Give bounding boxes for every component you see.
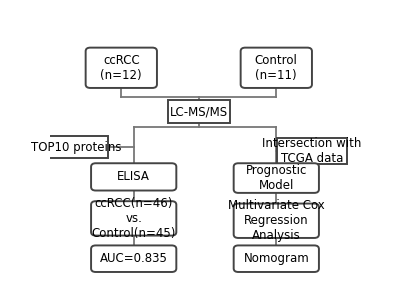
FancyBboxPatch shape — [91, 245, 176, 272]
Text: ccRCC
(n=12): ccRCC (n=12) — [100, 54, 142, 82]
Text: ccRCC(n=46)
vs.
Control(n=45): ccRCC(n=46) vs. Control(n=45) — [92, 197, 176, 240]
FancyBboxPatch shape — [168, 100, 230, 123]
Text: AUC=0.835: AUC=0.835 — [100, 252, 168, 265]
FancyBboxPatch shape — [234, 204, 319, 238]
Text: TOP10 proteins: TOP10 proteins — [31, 141, 122, 154]
FancyBboxPatch shape — [234, 163, 319, 193]
Text: Control
(n=11): Control (n=11) — [255, 54, 298, 82]
Text: Multivariate Cox
Regression
Analysis: Multivariate Cox Regression Analysis — [228, 199, 325, 242]
FancyBboxPatch shape — [44, 136, 108, 158]
Text: Nomogram: Nomogram — [244, 252, 309, 265]
FancyBboxPatch shape — [91, 163, 176, 191]
FancyBboxPatch shape — [86, 48, 157, 88]
FancyBboxPatch shape — [91, 201, 176, 236]
Text: Intersection with
TCGA data: Intersection with TCGA data — [262, 137, 362, 165]
FancyBboxPatch shape — [234, 245, 319, 272]
Text: Prognostic
Model: Prognostic Model — [246, 164, 307, 192]
Text: LC-MS/MS: LC-MS/MS — [170, 105, 228, 118]
Text: ELISA: ELISA — [117, 170, 150, 183]
FancyBboxPatch shape — [241, 48, 312, 88]
FancyBboxPatch shape — [277, 138, 347, 164]
